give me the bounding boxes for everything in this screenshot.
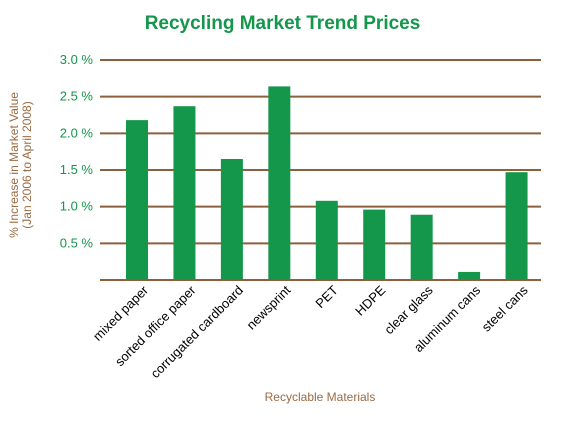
- y-axis-label-line-2: (Jan 2006 to April 2008): [20, 101, 34, 229]
- bar: [410, 214, 433, 280]
- bar: [458, 271, 481, 280]
- y-tick-label: 1.5 %: [60, 162, 94, 177]
- y-tick-label: 1.0 %: [60, 199, 94, 214]
- bar: [363, 209, 386, 280]
- bar: [268, 86, 291, 281]
- x-tick-label: sorted office paper: [112, 282, 199, 369]
- bar: [220, 159, 243, 280]
- x-tick-label: newsprint: [244, 282, 294, 332]
- y-tick-label: 2.0 %: [60, 125, 94, 140]
- chart-title: Recycling Market Trend Prices: [144, 13, 421, 34]
- bar: [173, 106, 196, 280]
- bar: [505, 172, 528, 280]
- bar: [315, 200, 338, 280]
- bar: [126, 120, 148, 280]
- y-tick-label: 3.0 %: [60, 52, 94, 67]
- x-tick-label: HDPE: [352, 282, 388, 318]
- y-tick-label: 0.5 %: [60, 235, 94, 250]
- x-axis-label: Recyclable Materials: [264, 390, 376, 404]
- x-tick-label: steel cans: [479, 282, 531, 334]
- y-tick-label: 2.5 %: [60, 89, 94, 104]
- x-tick-label: corrugated cardboard: [148, 283, 247, 382]
- x-tick-label: PET: [312, 282, 341, 311]
